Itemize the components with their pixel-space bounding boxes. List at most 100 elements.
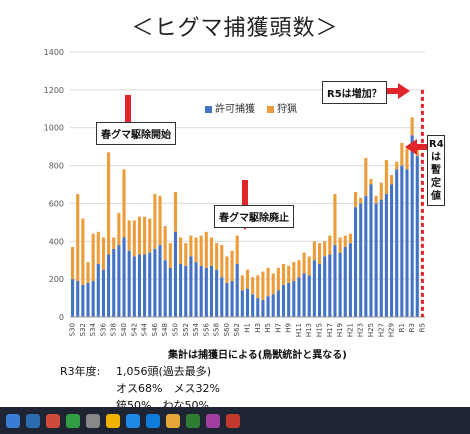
x-tick-label: H29	[388, 323, 396, 337]
bar-hunting	[132, 220, 136, 257]
x-tick-label: S52	[182, 323, 190, 336]
mail-icon[interactable]	[126, 413, 140, 428]
arrow-spring-start-shaft	[125, 95, 131, 130]
y-tick-label: 400	[49, 237, 64, 246]
bar-hunting	[240, 275, 244, 291]
bar-permit	[112, 248, 116, 317]
bar-permit	[271, 294, 275, 317]
x-axis: S30 S32 S34 S36 S38 S40 S42 S44 S46 S48 S50 S52 S54 S…	[69, 316, 426, 337]
y-tick-label: 800	[49, 162, 64, 171]
legend: 許可捕獲 狩猟	[205, 100, 297, 115]
bar-permit	[230, 281, 234, 317]
x-tick-label: H25	[367, 323, 375, 337]
bar-hunting	[292, 262, 296, 282]
bar-hunting	[204, 231, 208, 268]
folder-icon[interactable]	[106, 413, 120, 428]
bar-permit	[415, 156, 419, 317]
start-icon[interactable]	[6, 413, 20, 428]
bar-permit	[390, 184, 394, 317]
bars	[71, 117, 419, 317]
bar-hunting	[328, 235, 332, 255]
chrome-icon[interactable]	[166, 413, 180, 428]
x-tick-label: R3	[408, 323, 416, 332]
bar-permit	[158, 245, 162, 317]
x-tick-label: S42	[130, 323, 138, 336]
bar-hunting	[384, 159, 388, 194]
x-tick-label: S40	[120, 323, 128, 336]
bar-permit	[297, 277, 301, 317]
bar-permit	[215, 269, 219, 317]
note-r3-label: R3年度:	[60, 365, 101, 378]
bar-permit	[323, 256, 327, 317]
x-tick-label: R5	[418, 323, 426, 332]
legend-permit: 許可捕獲	[205, 100, 255, 115]
bar-permit	[204, 267, 208, 317]
bar-hunting	[287, 265, 291, 283]
arrow-r5-head	[398, 83, 410, 99]
bar-permit	[328, 254, 332, 317]
bar-hunting	[179, 237, 183, 264]
bar-hunting	[137, 216, 141, 255]
bar-hunting	[127, 220, 131, 251]
bar-hunting	[333, 193, 337, 246]
x-tick-label: S36	[99, 322, 107, 336]
bar-hunting	[369, 178, 373, 185]
app-icon[interactable]	[86, 413, 100, 428]
bar-permit	[281, 284, 286, 317]
bar-permit	[101, 269, 105, 317]
x-tick-label: S34	[89, 322, 97, 336]
bar-hunting	[354, 192, 358, 208]
note-r3-value: 1,056頭(過去最多)	[116, 365, 212, 378]
bar-permit	[317, 264, 322, 317]
bar-hunting	[143, 216, 147, 255]
bar-hunting	[230, 250, 234, 282]
callout-r5: R5は増加？	[322, 81, 387, 104]
window-icon[interactable]	[26, 413, 40, 428]
bar-permit	[86, 282, 90, 317]
bar-hunting	[405, 148, 409, 170]
app-icon[interactable]	[66, 413, 80, 428]
bar-hunting	[148, 218, 152, 253]
app-icon[interactable]	[46, 413, 60, 428]
x-tick-label: S54	[192, 322, 200, 336]
bar-permit	[194, 262, 198, 317]
bar-permit	[245, 288, 250, 317]
bar-hunting	[261, 271, 265, 300]
app-icon[interactable]	[226, 413, 240, 428]
bar-permit	[96, 264, 100, 317]
bar-permit	[81, 284, 85, 317]
note-sex-ratio: オス68% メス32%	[116, 382, 220, 395]
excel-icon[interactable]	[186, 413, 200, 428]
bar-hunting	[343, 235, 347, 247]
bar-permit	[379, 199, 383, 317]
bar-hunting	[168, 243, 172, 268]
bar-permit	[107, 254, 111, 317]
bar-hunting	[209, 237, 214, 266]
bar-permit	[333, 245, 337, 317]
arrow-r4-head	[405, 139, 417, 155]
y-axis: 0 200 400 600 800 1000 1200 1400	[44, 48, 64, 322]
arrow-r4-shaft	[415, 144, 429, 150]
y-tick-label: 0	[59, 313, 64, 322]
x-tick-label: S60	[223, 323, 231, 336]
bar-permit	[199, 265, 203, 317]
app-icon[interactable]	[206, 413, 220, 428]
bar-permit	[189, 256, 193, 317]
bar-permit	[338, 252, 342, 317]
bar-permit	[261, 299, 265, 317]
bar-permit	[148, 252, 152, 317]
x-tick-label: H5	[264, 323, 272, 333]
bar-permit	[266, 296, 270, 317]
bar-permit	[122, 237, 126, 317]
bar-hunting	[266, 267, 270, 297]
bar-permit	[312, 260, 316, 317]
x-tick-label: S30	[69, 323, 77, 336]
bar-hunting	[245, 269, 250, 289]
callout-spring-start: 春グマ駆除開始	[96, 122, 176, 145]
bar-hunting	[359, 197, 363, 204]
bar-permit	[76, 281, 80, 317]
edge-icon[interactable]	[146, 413, 160, 428]
bar-hunting	[158, 195, 162, 246]
bar-permit	[359, 203, 363, 317]
bar-permit	[168, 267, 172, 317]
